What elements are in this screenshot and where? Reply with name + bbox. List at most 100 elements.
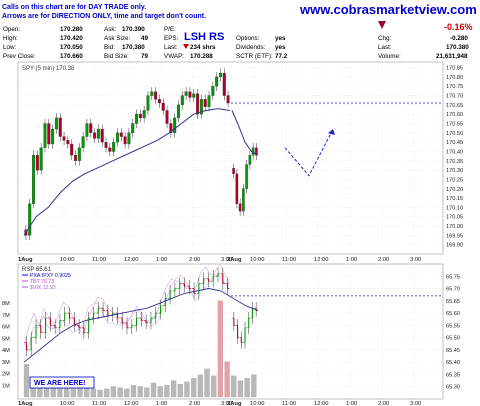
candle-body: [135, 114, 139, 124]
x-tick-label: 3:00: [410, 401, 421, 406]
x-tick-label: 12:00: [314, 257, 329, 263]
candle-body: [66, 140, 70, 145]
volume-tick-label: 4M: [2, 348, 10, 354]
volume-bar: [184, 381, 190, 398]
candle-body: [184, 91, 188, 96]
volume-bar: [130, 385, 137, 398]
candle-body: [89, 123, 93, 133]
bid-label: Bid:: [104, 44, 115, 51]
candle-body: [157, 99, 161, 104]
candle-body: [28, 203, 32, 236]
notice-line-1: Calls on this chart are for DAY TRADE on…: [2, 4, 146, 11]
candle-body: [115, 132, 119, 143]
price-panel-title: SPY (5 min) 170.38: [22, 66, 75, 72]
x-tick-label: 2:00: [378, 257, 389, 263]
x-tick-label: 2:00: [189, 257, 200, 263]
x-tick-label: 11:00: [92, 257, 106, 263]
vwap-value: 170.288: [190, 53, 213, 60]
y-tick-label: 170.40: [446, 149, 463, 155]
y-tick-label: 65.50: [446, 336, 460, 342]
candle-body: [222, 73, 226, 96]
y-tick-label: 170.75: [446, 84, 463, 90]
y-tick-label: 65.60: [446, 311, 460, 317]
candle-body: [232, 168, 235, 174]
candle-body: [192, 93, 196, 98]
candle-body: [51, 128, 55, 145]
open-value: 170.280: [60, 26, 83, 33]
candle-body: [35, 155, 39, 171]
down-arrow-icon: [183, 44, 189, 49]
y-tick-label: 170.25: [446, 177, 463, 183]
volume-bar: [204, 368, 210, 398]
volume-bar: [217, 300, 223, 398]
x-tick-label: 11:00: [92, 401, 106, 406]
y-tick-label: 170.10: [446, 205, 463, 211]
y-tick-label: 169.90: [446, 243, 463, 249]
volume-bar: [251, 374, 257, 398]
volume-bar: [23, 364, 30, 398]
volume-bar: [97, 389, 103, 398]
candle-body: [58, 117, 62, 137]
candle-body: [43, 123, 47, 148]
chg-pct-value: -0.16%: [444, 22, 473, 32]
candle-body: [100, 128, 104, 143]
candle-body: [96, 128, 100, 139]
candle-body: [235, 173, 239, 204]
candle-body: [188, 91, 192, 98]
prevclose-value: 170.660: [60, 53, 83, 60]
y-tick-label: 170.55: [446, 122, 463, 128]
candle-body: [74, 155, 77, 161]
volume-bar: [110, 386, 117, 398]
dividends-value: yes: [275, 44, 286, 51]
pe-label: P/E:: [164, 26, 176, 33]
candle-body: [150, 91, 154, 96]
y-tick-label: 170.85: [446, 66, 463, 72]
forecast-arrow-path: [284, 128, 334, 177]
open-label: Open:: [3, 26, 20, 33]
volume-bar: [237, 380, 244, 398]
x-tick-label: 1Aug: [18, 257, 33, 263]
dividends-label: Dividends:: [236, 44, 266, 51]
volume-bar: [157, 386, 163, 398]
volume-bar: [244, 378, 250, 398]
candle-body: [47, 123, 51, 145]
candle-body: [207, 95, 211, 107]
we-are-here-banner: WE ARE HERE!: [34, 380, 85, 387]
volume-bar: [84, 387, 90, 398]
price-lines: [23, 102, 443, 236]
ask-label: Ask:: [104, 26, 116, 33]
volume-bar: [197, 374, 203, 398]
quote-panel: Open: 170.280 High: 170.420 Low: 170.050…: [3, 21, 473, 60]
volume-bar: [170, 380, 177, 398]
candle-body: [177, 104, 180, 119]
candle-body: [112, 142, 116, 152]
candle-body: [226, 95, 230, 104]
ask-value: 170.390: [122, 26, 145, 33]
x-tick-label: 10:00: [250, 257, 265, 263]
candle-body: [180, 95, 184, 106]
y-tick-label: 170.05: [446, 215, 463, 221]
x-tick-label: 12:00: [124, 257, 139, 263]
y-tick-label: 170.70: [446, 94, 463, 100]
last2-value: 170.380: [446, 44, 469, 51]
rsp-yaxis: 65.75 65.70 65.65 65.60 65.55 65.50 65.45 65.40…: [446, 274, 460, 390]
candle-body: [127, 132, 131, 145]
y-tick-label: 170.80: [446, 75, 463, 81]
volume-bar: [177, 383, 183, 398]
volume-tick-label: 1M: [2, 383, 10, 389]
site-url[interactable]: www.cobrasmarketview.com: [299, 2, 477, 17]
volume-bar: [211, 375, 217, 398]
lsh-rs-label: LSH RS: [184, 31, 224, 43]
candle-body: [39, 147, 43, 171]
y-tick-label: 170.60: [446, 112, 463, 118]
eps-label: EPS:: [164, 35, 179, 42]
last2-label: Last:: [378, 44, 392, 51]
vwap-line-day1: [23, 108, 231, 236]
vwap-line-day2: [231, 110, 259, 156]
volume-bar: [104, 388, 110, 398]
candle-body: [104, 142, 108, 148]
rsp-grid: [18, 264, 443, 399]
volume-value: 21,631,948: [436, 53, 468, 60]
